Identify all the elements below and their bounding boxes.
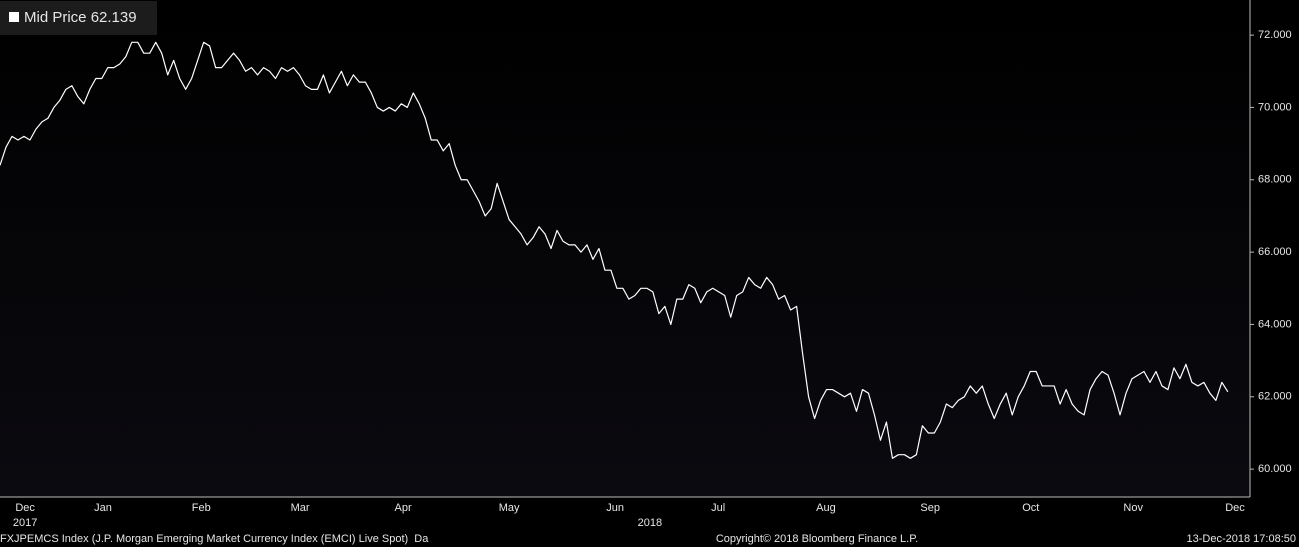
x-tick-label: Apr xyxy=(395,502,412,514)
legend-box xyxy=(0,1,157,35)
x-tick-label: Jun xyxy=(606,502,624,514)
x-tick-label: Dec xyxy=(1225,502,1245,514)
footer-security: FXJPEMCS Index (J.P. Morgan Emerging Mar… xyxy=(0,533,429,545)
x-tick-label: Nov xyxy=(1123,502,1143,514)
legend-label: Mid Price 62.139 xyxy=(24,9,137,26)
y-tick-label: 60.000 xyxy=(1258,463,1292,475)
legend-swatch xyxy=(9,12,19,22)
y-tick-label: 72.000 xyxy=(1258,29,1292,41)
y-tick-label: 62.000 xyxy=(1258,391,1292,403)
plot-area xyxy=(0,0,1250,497)
x-tick-label: May xyxy=(499,502,520,514)
legend-name: Mid Price xyxy=(24,9,87,26)
legend-value: 62.139 xyxy=(91,9,137,26)
y-tick-label: 70.000 xyxy=(1258,101,1292,113)
x-tick-label: Aug xyxy=(816,502,836,514)
x-tick-label: Jan xyxy=(94,502,112,514)
x-tick-label: Sep xyxy=(920,502,940,514)
x-tick-label: Dec xyxy=(15,502,35,514)
y-tick-label: 66.000 xyxy=(1258,246,1292,258)
y-tick-label: 64.000 xyxy=(1258,318,1292,330)
x-tick-label: Feb xyxy=(192,502,211,514)
y-tick-label: 68.000 xyxy=(1258,174,1292,186)
legend: Mid Price 62.139 xyxy=(0,1,157,35)
footer-timestamp: 13-Dec-2018 17:08:50 xyxy=(1187,533,1296,545)
footer-copyright: Copyright© 2018 Bloomberg Finance L.P. xyxy=(716,533,918,545)
x-tick-label: Jul xyxy=(711,502,725,514)
x-tick-label: Mar xyxy=(291,502,310,514)
price-line xyxy=(0,41,1229,459)
year-label: 2017 xyxy=(13,517,37,529)
year-label: 2018 xyxy=(638,517,662,529)
x-tick-label: Oct xyxy=(1022,502,1039,514)
